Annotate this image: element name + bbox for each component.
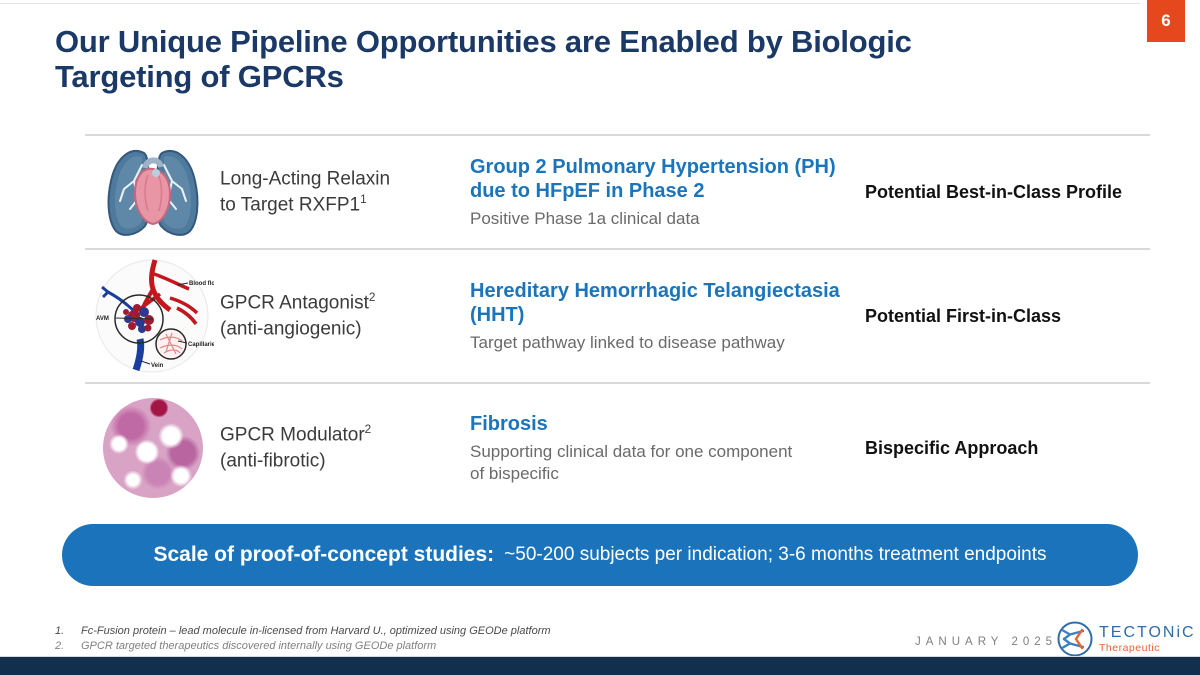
row1-target-line1: Long-Acting Relaxin — [220, 168, 391, 190]
poc-banner-text: ~50-200 subjects per indication; 3-6 mon… — [504, 544, 1047, 565]
footnote-1-number: 1. — [55, 625, 65, 637]
row1-highlight: Potential Best-in-Class Profile — [865, 181, 1123, 202]
row3-indication-title: Fibrosis — [470, 413, 548, 436]
slide-title-line1: Our Unique Pipeline Opportunities are En… — [55, 24, 912, 59]
pipeline-table: Long-Acting Relaxin to Target RXFP11 Gro… — [85, 134, 1150, 512]
row3-target-line2: (anti-fibrotic) — [220, 450, 326, 472]
row1-target-line2: to Target RXFP1 — [220, 194, 361, 216]
tectonic-logo: TECTONiC Therapeutic — [1056, 620, 1196, 658]
avm-vasculature-diagram: Blood flow AVM Capillaries Vein — [95, 259, 214, 373]
row1-indication-title: Group 2 Pulmonary Hypertension (PH) due … — [470, 155, 836, 202]
row3-indication-cell: Fibrosis Supporting clinical data for on… — [470, 412, 865, 484]
row3-highlight: Bispecific Approach — [865, 437, 1039, 458]
row1-target-line2-sup: 1 — [360, 193, 367, 206]
row2-indication-cell: Hereditary Hemorrhagic Telangiectasia (H… — [470, 279, 865, 353]
pipeline-row-antagonist: Blood flow AVM Capillaries Vein GPCR Ant… — [85, 248, 1150, 382]
pipeline-row-modulator: GPCR Modulator2 (anti-fibrotic) Fibrosis… — [85, 382, 1150, 512]
footnote-2-number: 2. — [55, 640, 65, 653]
fibrosis-histology-image — [102, 398, 203, 498]
avm-label-avm: AVM — [96, 316, 109, 322]
avm-label-vein: Vein — [151, 363, 164, 369]
page-number: 6 — [1161, 11, 1171, 30]
tectonic-logo-text: TECTONiC Therapeutic — [1099, 623, 1196, 654]
lungs-heart-illustration — [107, 150, 198, 236]
row1-indication-note: Positive Phase 1a clinical data — [470, 208, 700, 228]
page-number-badge: 6 — [1147, 0, 1185, 42]
row3-target-line1-sup: 2 — [364, 423, 372, 437]
tectonic-logo-icon — [1057, 621, 1093, 657]
row1-target-label: Long-Acting Relaxin to Target RXFP11 — [220, 166, 470, 217]
row2-indication-note: Target pathway linked to disease pathway — [470, 332, 785, 352]
bottom-divider — [0, 656, 1200, 657]
logo-company-name: TECTONiC — [1099, 623, 1196, 641]
row3-indication-note: Supporting clinical data for one compone… — [470, 442, 793, 483]
pipeline-row-relaxin: Long-Acting Relaxin to Target RXFP11 Gro… — [85, 134, 1150, 248]
row3-target-label: GPCR Modulator2 (anti-fibrotic) — [220, 422, 470, 473]
slide-date: JANUARY 2025 — [915, 636, 1058, 648]
poc-banner-label: Scale of proof-of-concept studies: — [153, 543, 495, 566]
poc-scale-banner: Scale of proof-of-concept studies: ~50-2… — [62, 524, 1138, 586]
footnote-1-text: Fc-Fusion protein – lead molecule in-lic… — [81, 625, 551, 637]
row2-target-line2: (anti-angiogenic) — [220, 318, 362, 340]
row2-indication-title: Hereditary Hemorrhagic Telangiectasia (H… — [470, 279, 840, 326]
bottom-navy-bar — [0, 657, 1200, 675]
footnotes: 1. Fc-Fusion protein – lead molecule in-… — [55, 624, 551, 655]
row3-image-cell — [85, 398, 220, 498]
avm-label-blood-flow: Blood flow — [189, 281, 214, 287]
slide-title: Our Unique Pipeline Opportunities are En… — [55, 24, 1085, 94]
footnote-2: 2. GPCR targeted therapeutics discovered… — [55, 639, 551, 654]
row2-target-line1: GPCR Antagonist — [220, 292, 369, 314]
logo-company-sub: Therapeutic — [1099, 641, 1160, 654]
row3-target-line1: GPCR Modulator — [220, 424, 365, 446]
top-divider — [0, 3, 1140, 4]
footnote-2-text: GPCR targeted therapeutics discovered in… — [81, 640, 437, 653]
row1-image-cell — [85, 143, 220, 241]
row2-highlight: Potential First-in-Class — [865, 305, 1062, 326]
row2-image-cell: Blood flow AVM Capillaries Vein — [85, 256, 220, 376]
row2-target-line1-sup: 2 — [368, 291, 376, 305]
avm-label-capillaries: Capillaries — [188, 342, 214, 348]
row1-indication-cell: Group 2 Pulmonary Hypertension (PH) due … — [470, 155, 865, 229]
slide-title-line2: Targeting of GPCRs — [55, 59, 344, 95]
footnote-1: 1. Fc-Fusion protein – lead molecule in-… — [55, 624, 551, 639]
row2-target-label: GPCR Antagonist2 (anti-angiogenic) — [220, 290, 470, 341]
